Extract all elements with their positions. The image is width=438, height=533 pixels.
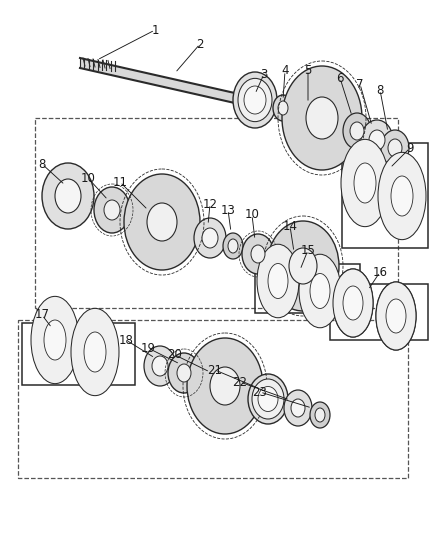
Ellipse shape (55, 179, 81, 213)
Text: 10: 10 (244, 208, 259, 222)
Ellipse shape (94, 187, 130, 233)
Ellipse shape (291, 399, 305, 417)
Ellipse shape (73, 312, 117, 392)
Text: 20: 20 (168, 349, 183, 361)
Text: 15: 15 (300, 244, 315, 256)
Ellipse shape (278, 101, 288, 115)
Ellipse shape (42, 163, 94, 229)
Ellipse shape (31, 296, 79, 384)
Ellipse shape (343, 286, 363, 320)
Ellipse shape (244, 86, 266, 114)
Bar (255, 264, 360, 313)
Text: 16: 16 (372, 265, 388, 279)
Ellipse shape (282, 66, 362, 170)
Ellipse shape (33, 300, 77, 380)
Ellipse shape (386, 299, 406, 333)
Ellipse shape (310, 273, 330, 309)
Ellipse shape (378, 152, 426, 240)
Text: 11: 11 (113, 175, 127, 189)
Text: 12: 12 (202, 198, 218, 211)
Ellipse shape (187, 338, 263, 434)
Ellipse shape (233, 72, 277, 128)
Ellipse shape (202, 228, 218, 248)
Ellipse shape (144, 346, 176, 386)
Ellipse shape (242, 234, 274, 274)
Text: 14: 14 (283, 220, 297, 232)
Ellipse shape (273, 95, 293, 121)
Text: 8: 8 (38, 157, 46, 171)
Ellipse shape (315, 408, 325, 422)
Ellipse shape (210, 367, 240, 405)
Text: 22: 22 (233, 376, 247, 389)
Ellipse shape (124, 174, 200, 270)
Bar (22, 323, 135, 385)
Ellipse shape (333, 269, 373, 337)
Ellipse shape (251, 245, 265, 263)
Ellipse shape (252, 379, 284, 419)
Ellipse shape (268, 263, 288, 298)
Text: 21: 21 (208, 364, 223, 376)
Bar (342, 143, 428, 248)
Ellipse shape (310, 402, 330, 428)
Ellipse shape (343, 143, 387, 223)
Ellipse shape (369, 130, 385, 150)
Ellipse shape (391, 176, 413, 216)
Text: 3: 3 (260, 68, 268, 80)
Ellipse shape (194, 218, 226, 258)
Ellipse shape (376, 282, 416, 350)
Bar (35, 118, 398, 308)
Text: 4: 4 (281, 64, 289, 77)
Text: 8: 8 (376, 84, 384, 96)
Ellipse shape (306, 97, 338, 139)
Ellipse shape (258, 246, 298, 316)
Ellipse shape (71, 309, 119, 395)
Text: 17: 17 (35, 309, 49, 321)
Text: 10: 10 (81, 172, 95, 184)
Text: 2: 2 (196, 37, 204, 51)
Text: 9: 9 (406, 141, 414, 155)
Ellipse shape (228, 239, 238, 253)
Ellipse shape (380, 156, 424, 236)
Ellipse shape (258, 386, 278, 411)
Ellipse shape (152, 356, 168, 376)
Ellipse shape (257, 244, 299, 318)
Ellipse shape (284, 390, 312, 426)
Ellipse shape (147, 203, 177, 241)
Polygon shape (80, 58, 248, 106)
Ellipse shape (84, 332, 106, 372)
Ellipse shape (238, 78, 272, 122)
Text: 5: 5 (304, 63, 312, 77)
Ellipse shape (177, 364, 191, 382)
Text: 1: 1 (151, 23, 159, 36)
Ellipse shape (223, 233, 243, 259)
Ellipse shape (388, 139, 402, 157)
Text: 23: 23 (253, 385, 268, 399)
Ellipse shape (104, 200, 120, 220)
Ellipse shape (341, 139, 389, 227)
Ellipse shape (376, 282, 416, 350)
Text: 6: 6 (336, 71, 344, 85)
Ellipse shape (299, 254, 341, 328)
Text: 18: 18 (119, 334, 134, 346)
Text: 13: 13 (221, 204, 236, 216)
Ellipse shape (300, 256, 340, 326)
Ellipse shape (354, 163, 376, 203)
Ellipse shape (248, 374, 288, 424)
Bar (330, 284, 428, 340)
Ellipse shape (381, 130, 409, 166)
Ellipse shape (267, 221, 339, 311)
Ellipse shape (350, 122, 364, 140)
Text: 7: 7 (356, 77, 364, 91)
Ellipse shape (333, 269, 373, 337)
Ellipse shape (289, 248, 317, 284)
Text: 19: 19 (141, 342, 155, 354)
Ellipse shape (168, 353, 200, 393)
Bar (18, 320, 408, 478)
Ellipse shape (44, 320, 66, 360)
Ellipse shape (343, 113, 371, 149)
Ellipse shape (361, 120, 393, 160)
